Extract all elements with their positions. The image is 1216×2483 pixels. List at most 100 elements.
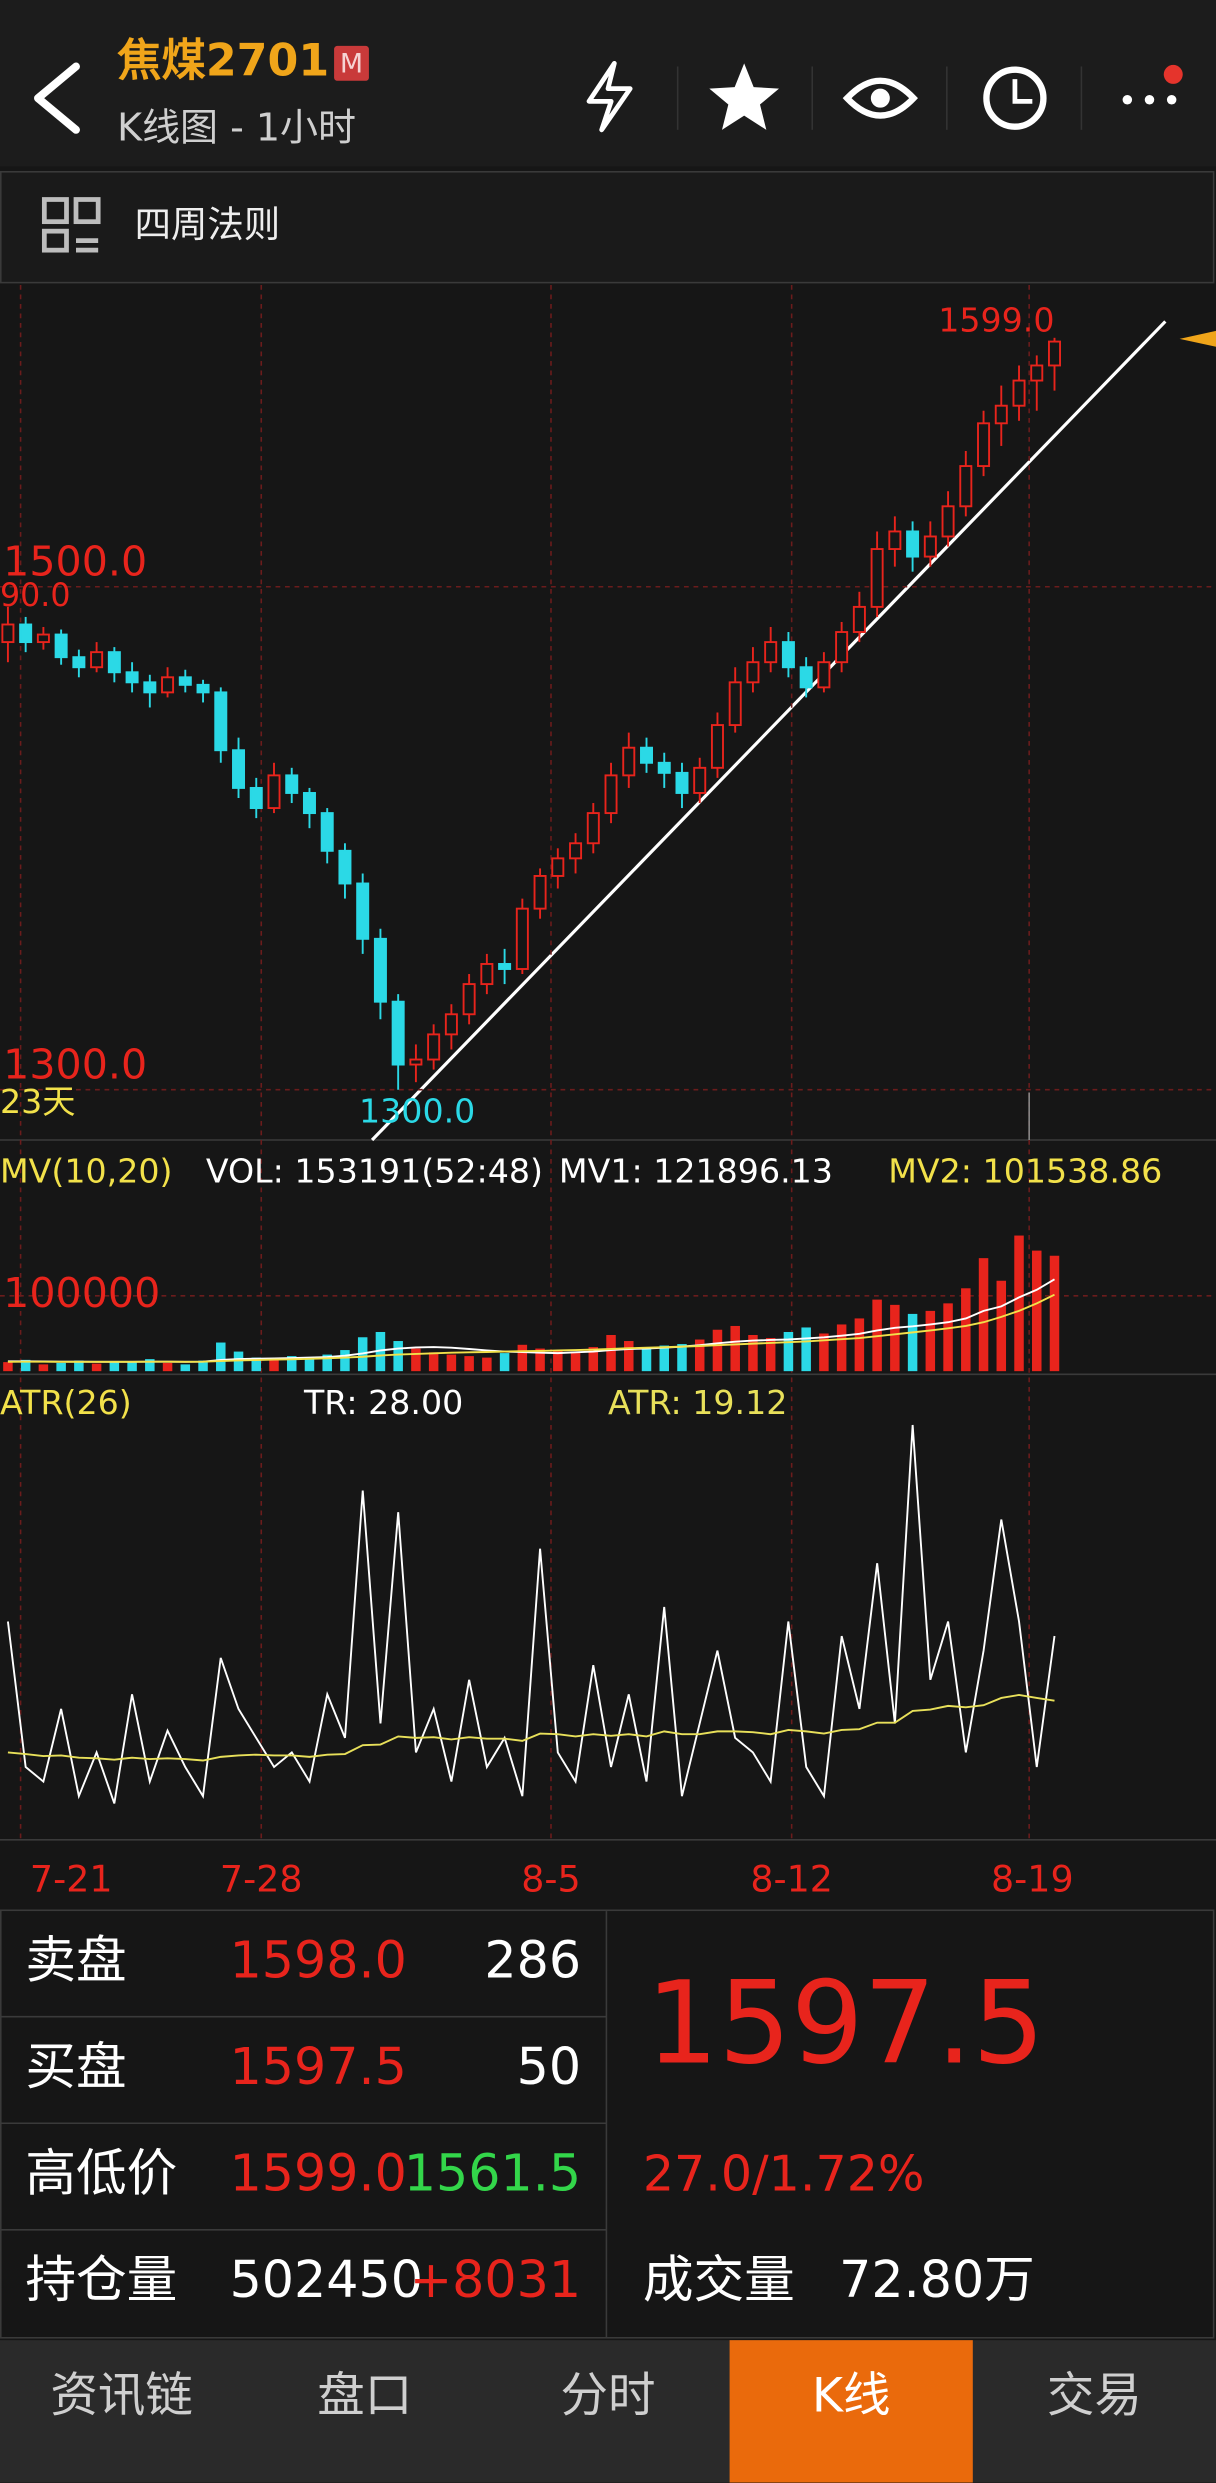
quote-cell: 持仓量 (25, 2250, 177, 2309)
volume-label: 成交量 (643, 2250, 795, 2309)
candle-body (959, 465, 973, 508)
quote-cell: 502450 (230, 2250, 423, 2309)
volume-bar (251, 1357, 262, 1372)
legend-entry: ATR: 19.12 (608, 1383, 787, 1422)
candle-body (373, 937, 387, 1003)
toolbar-label[interactable]: 四周法则 (135, 203, 281, 246)
candle-body (302, 792, 316, 815)
legend-entry: MV1: 121896.13 (559, 1152, 833, 1191)
volume-bar (570, 1351, 581, 1372)
candle-body (285, 774, 299, 794)
candle-body (498, 963, 512, 970)
volume-bar (606, 1335, 616, 1372)
candle-body (391, 1000, 405, 1066)
toolbar-icon[interactable] (41, 197, 101, 253)
vol-label: VOL: 153191(52:48) (206, 1152, 543, 1191)
volume-bar (1032, 1250, 1042, 1372)
flash-icon[interactable] (586, 60, 633, 133)
candle-body (941, 505, 955, 538)
x-tick-label: 8-12 (750, 1857, 833, 1900)
price-pointer (1179, 330, 1216, 347)
volume-bar (233, 1351, 244, 1372)
clock-hands (1012, 79, 1033, 104)
candle-body (906, 530, 920, 558)
candle-body (161, 676, 175, 694)
back-button[interactable] (34, 62, 80, 134)
clock-icon[interactable] (983, 66, 1047, 130)
volume-bar (588, 1347, 599, 1372)
last-price: 1597.5 (646, 1957, 1045, 2090)
volume-bar (216, 1342, 226, 1372)
indicator-line (6, 1424, 1056, 1804)
toolbar (0, 170, 1215, 284)
candle-body (409, 1058, 423, 1066)
candle-body (817, 661, 831, 689)
volume-bar (854, 1318, 865, 1372)
candle-body (36, 633, 50, 644)
candle-body (462, 983, 476, 1016)
candle-body (1048, 340, 1061, 367)
tab[interactable]: 交易 (1047, 2369, 1142, 2424)
notice-dot (1163, 64, 1183, 84)
candle-body (267, 774, 281, 810)
tab[interactable]: K线 (812, 2369, 891, 2424)
quote-cell: 1599.0 (230, 2143, 407, 2202)
candle-body (746, 661, 760, 684)
candle-body (728, 681, 742, 727)
volume-bar (659, 1345, 669, 1372)
candle-body (693, 766, 707, 794)
candle-body (852, 605, 866, 633)
volume-bar (801, 1327, 811, 1372)
volume-bar (553, 1350, 563, 1372)
volume-bar (340, 1350, 350, 1372)
candle-body (551, 857, 565, 877)
tab[interactable]: 分时 (561, 2369, 656, 2424)
candle-body (1, 623, 15, 644)
volume-bar (127, 1362, 137, 1372)
volume-bar (836, 1324, 847, 1372)
panel-title: ATR(26) (0, 1383, 132, 1422)
candle-body (320, 812, 334, 852)
candle-body (764, 641, 778, 664)
more-icon[interactable] (1122, 94, 1177, 105)
volume-bar (198, 1360, 208, 1372)
candle-body (622, 746, 636, 777)
quote-cell: 高低价 (25, 2143, 177, 2202)
x-tick-label: 8-19 (991, 1857, 1074, 1900)
volume-bar (393, 1341, 403, 1372)
eye-icon[interactable] (842, 77, 918, 119)
volume-bar (38, 1364, 49, 1372)
quote-cell: +8031 (410, 2250, 581, 2309)
edge-label: 90.0 (0, 578, 71, 614)
legend-entry: MV2: 101538.86 (888, 1152, 1162, 1191)
candle-body (90, 651, 104, 669)
candle-body (870, 548, 884, 608)
candle-body (19, 623, 33, 644)
candle-body (835, 631, 849, 664)
x-tick-label: 7-28 (220, 1857, 303, 1900)
tab[interactable]: 资讯链 (50, 2369, 192, 2424)
candle-body (1030, 364, 1044, 382)
low-label: 1300.0 (359, 1092, 475, 1131)
candle-body (54, 633, 68, 659)
volume-bar (269, 1359, 279, 1372)
volume-bar (624, 1341, 634, 1372)
volume-bar (499, 1353, 510, 1372)
volume-bar (961, 1288, 971, 1372)
candle-body (515, 907, 529, 970)
candle-body (196, 683, 210, 694)
eye-pupil (870, 88, 890, 108)
volume-bar (322, 1354, 332, 1372)
volume-bar (3, 1362, 13, 1372)
candle-body (569, 842, 583, 860)
volume-bar (694, 1339, 705, 1372)
candle-body (214, 691, 228, 752)
legend-entry: TR: 28.00 (303, 1383, 463, 1422)
candle-body (923, 535, 937, 558)
tab[interactable]: 盘口 (317, 2369, 412, 2424)
volume-bar (978, 1258, 989, 1372)
candle-body (533, 875, 547, 910)
star-icon[interactable] (709, 63, 779, 130)
